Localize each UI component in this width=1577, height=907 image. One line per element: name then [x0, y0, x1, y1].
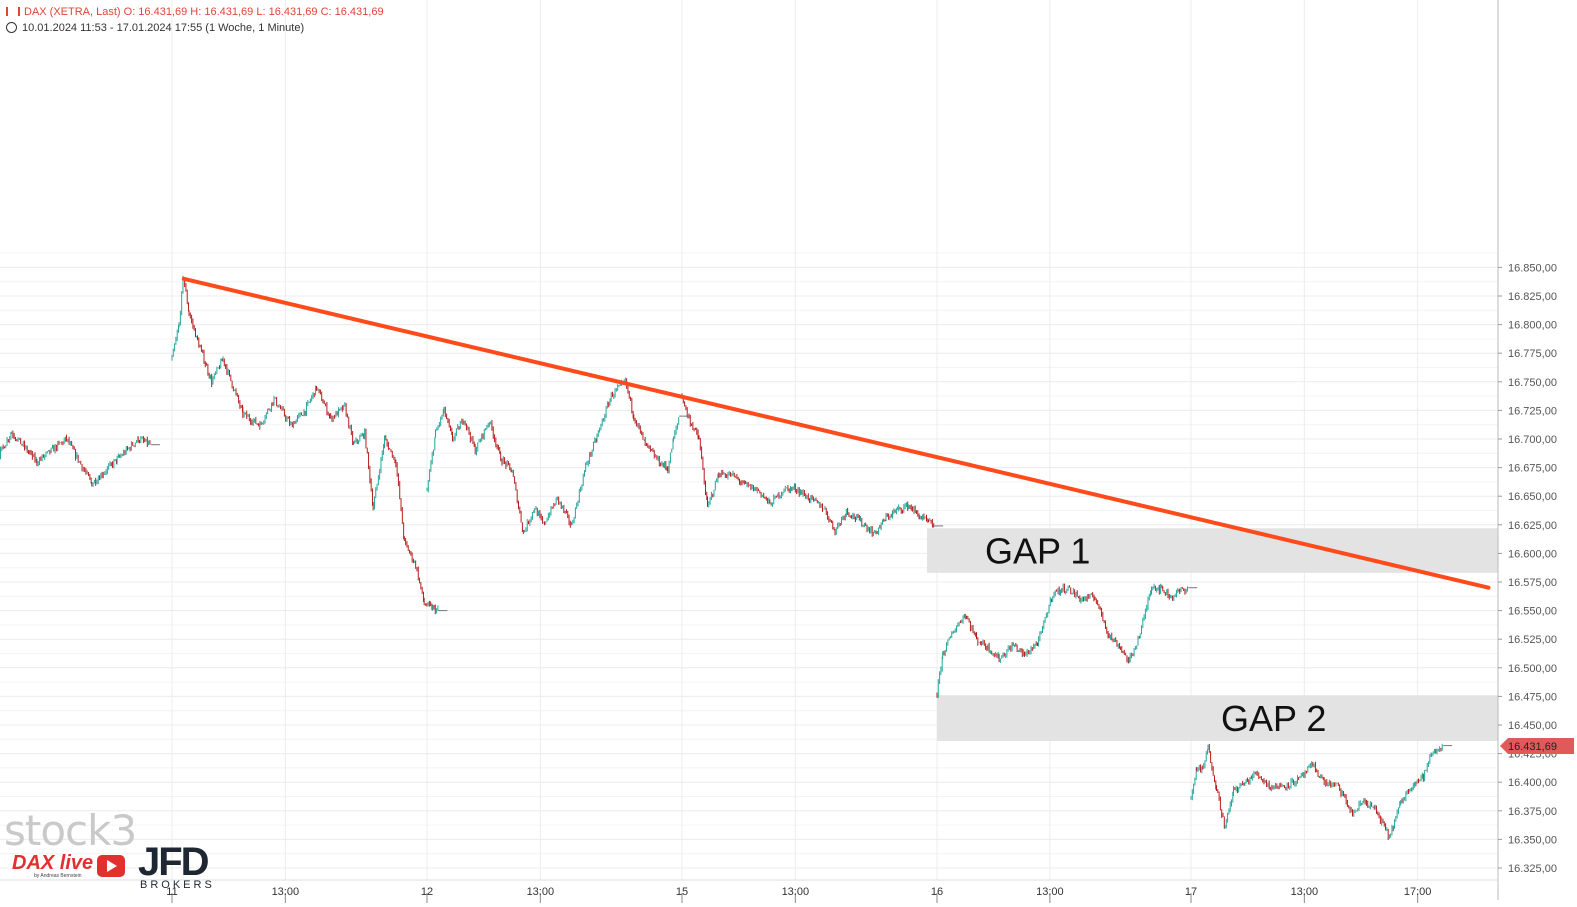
candlestick-series [0, 275, 1453, 841]
y-tick-label: 16.500,00 [1508, 663, 1557, 675]
y-tick-label: 16.325,00 [1508, 863, 1557, 875]
price-tag-label: 16.431,69 [1508, 741, 1557, 753]
x-tick-label: 13:00 [1291, 886, 1319, 898]
x-tick-label: 15 [676, 886, 688, 898]
y-tick-label: 16.825,00 [1508, 291, 1557, 303]
resistance-trendline [181, 276, 1491, 590]
period-text: 10.01.2024 11:53 - 17.01.2024 17:55 (1 W… [22, 22, 305, 34]
y-tick-label: 16.650,00 [1508, 491, 1557, 503]
x-tick-label: 13:00 [1036, 886, 1064, 898]
x-tick-label: 13:00 [272, 886, 300, 898]
x-tick-label: 17 [1185, 886, 1197, 898]
clock-icon [6, 22, 17, 33]
gap-zones: GAP 1 GAP 2 [927, 528, 1498, 742]
jfd-brokers-text: BROKERS [140, 879, 215, 891]
y-tick-label: 16.550,00 [1508, 606, 1557, 618]
y-tick-label: 16.350,00 [1508, 834, 1557, 846]
y-tick-label: 16.675,00 [1508, 463, 1557, 475]
x-axis: 13:001113:001213:001513:001613:001713:00… [0, 879, 1498, 903]
gap-label-2: GAP 2 [1221, 698, 1326, 739]
chart-header-ohlc: DAX (XETRA, Last) O: 16.431,69 H: 16.431… [6, 6, 384, 18]
y-tick-label: 16.725,00 [1508, 405, 1557, 417]
x-tick-label: 13:00 [782, 886, 810, 898]
y-axis: 16.325,00 16.350,00 16.375,00 16.400,00 16.4… [1497, 0, 1557, 900]
chart-header-period: 10.01.2024 11:53 - 17.01.2024 17:55 (1 W… [6, 22, 304, 34]
y-tick-label: 16.775,00 [1508, 348, 1557, 360]
y-tick-label: 16.450,00 [1508, 720, 1557, 732]
trendline[interactable] [181, 276, 1491, 590]
y-tick-label: 16.750,00 [1508, 377, 1557, 389]
y-tick-label: 16.400,00 [1508, 777, 1557, 789]
jfd-logo: JFD [138, 840, 210, 884]
x-tick-label: 16 [931, 886, 943, 898]
chart-grid [0, 0, 1498, 880]
y-tick-label: 16.475,00 [1508, 691, 1557, 703]
x-tick-label: 12 [421, 886, 433, 898]
ohlc-values: DAX (XETRA, Last) O: 16.431,69 H: 16.431… [24, 6, 384, 18]
y-tick-label: 16.800,00 [1508, 320, 1557, 332]
y-tick-label: 16.600,00 [1508, 548, 1557, 560]
x-tick-label: 11 [166, 886, 177, 898]
x-tick-label: 13:00 [527, 886, 555, 898]
dax-live-logo: DAX live [12, 852, 94, 874]
y-tick-label: 16.525,00 [1508, 634, 1557, 646]
y-tick-label: 16.575,00 [1508, 577, 1557, 589]
price-tag-shape [1500, 737, 1574, 754]
gap-zone-2 [937, 695, 1498, 742]
play-icon [97, 855, 125, 877]
y-tick-label: 16.625,00 [1508, 520, 1557, 532]
gap-label-1: GAP 1 [985, 531, 1090, 572]
stock3-logo: stock3 [4, 806, 137, 855]
y-tick-label: 16.375,00 [1508, 806, 1557, 818]
x-tick-label: 17:00 [1404, 886, 1432, 898]
y-tick-label: 16.850,00 [1508, 262, 1557, 274]
dax-live-byline: by Andreas Bernstein [34, 873, 82, 879]
y-tick-label: 16.700,00 [1508, 434, 1557, 446]
last-price-tag: 16.431,69 [1500, 737, 1574, 754]
candlestick-icon [6, 7, 20, 16]
